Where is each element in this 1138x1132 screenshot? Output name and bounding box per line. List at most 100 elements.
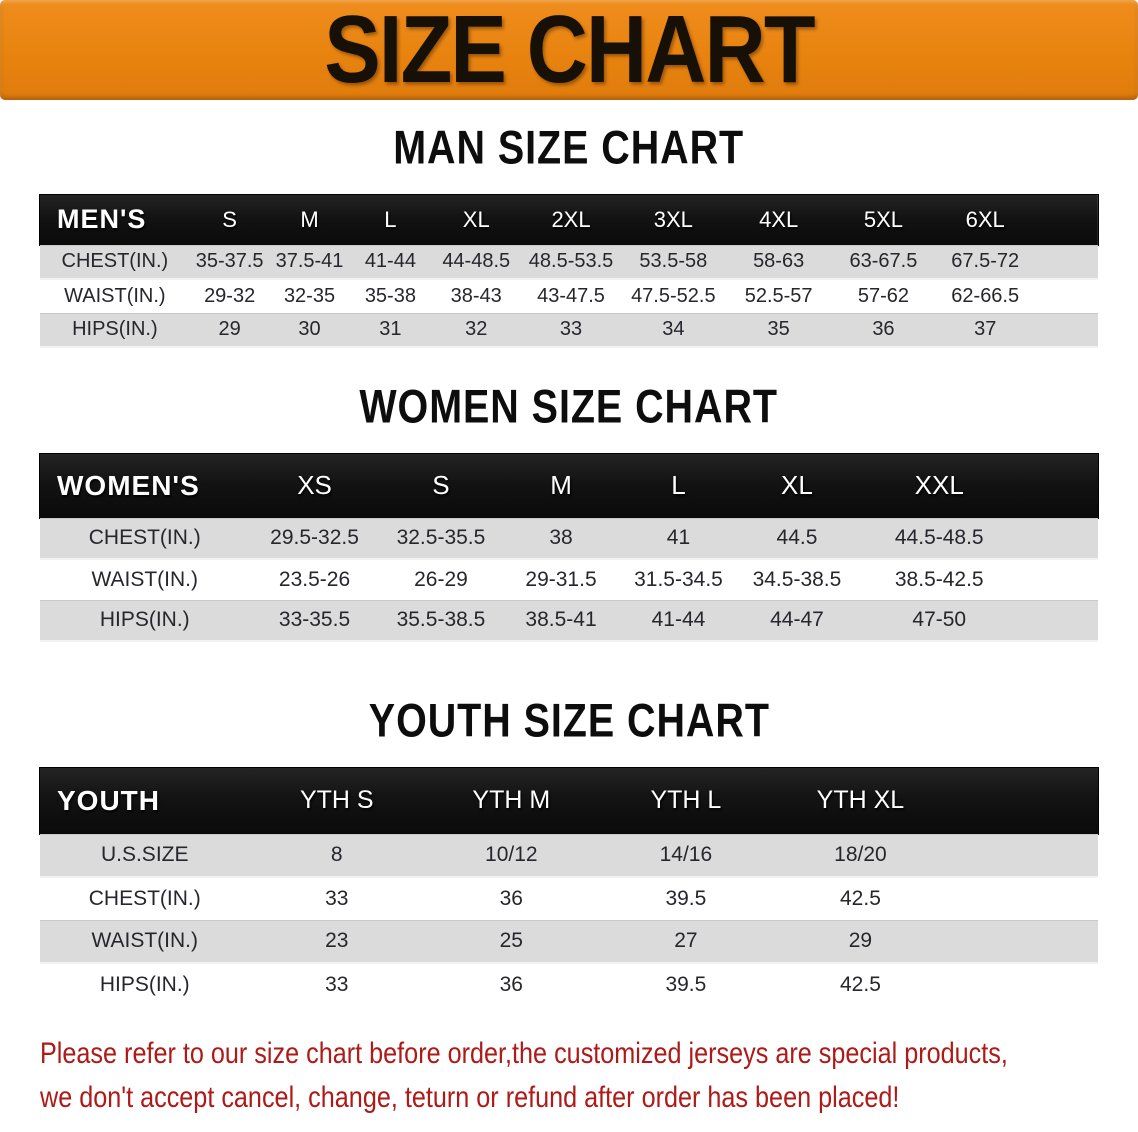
size-value-cell: 32.5-35.5 <box>379 517 503 560</box>
row-label: HIPS(IN.) <box>99 973 190 996</box>
size-value-cell: 8 <box>249 833 425 878</box>
size-value-cell: 67.5-72 <box>935 244 1036 280</box>
size-column-header: L <box>384 206 397 232</box>
size-value-cell: 23 <box>249 919 425 964</box>
size-value-cell: 33 <box>325 886 349 910</box>
measurement-row: WAIST(IN.) 29-32 32-35 35-38 38-43 43-47.5 47.… <box>40 279 1098 313</box>
women-size-section: WOMEN SIZE CHART WOMEN'S XS S M L XL XXL CHEST(… <box>0 380 1138 642</box>
row-label: HIPS(IN.) <box>40 312 190 348</box>
size-column-header: M <box>550 470 572 501</box>
spacer-cell <box>1022 454 1098 518</box>
size-value-cell: 37.5-41 <box>269 244 350 280</box>
disclaimer-line-1: Please refer to our size chart before or… <box>40 1037 1008 1070</box>
size-value-cell: 31.5-34.5 <box>634 567 723 591</box>
size-column-header: YTH M <box>472 786 551 815</box>
size-value-cell: 38-43 <box>450 284 502 307</box>
measurement-row: CHEST(IN.) 33 36 39.5 42.5 <box>40 877 1098 920</box>
size-value-cell: 52.5-57 <box>744 284 813 307</box>
youth-size-section: YOUTH SIZE CHART YOUTH YTH S YTH M YTH L YTH… <box>0 694 1138 1006</box>
row-label: CHEST(IN.) <box>40 517 250 560</box>
size-column-header: XXL <box>914 470 964 501</box>
size-value-cell: 29-32 <box>204 284 256 307</box>
men-section-title: MAN SIZE CHART <box>0 124 1138 173</box>
size-column-header: 4XL <box>759 206 799 232</box>
size-value-cell: 14/16 <box>598 833 774 878</box>
section-title-text: YOUTH SIZE CHART <box>368 694 770 747</box>
spacer-cell <box>947 833 1098 878</box>
size-value-cell: 42.5 <box>840 886 881 910</box>
size-value-cell: 44.5 <box>737 517 857 560</box>
size-value-cell: 47-50 <box>856 599 1022 642</box>
row-label: HIPS(IN.) <box>40 599 250 642</box>
size-value-cell: 35 <box>725 312 832 348</box>
banner-title: SIZE CHART <box>324 0 815 100</box>
spacer-cell <box>948 963 1098 1006</box>
size-column-header: YTH XL <box>816 786 905 815</box>
size-value-cell: 41-44 <box>619 599 738 642</box>
size-chart-banner: SIZE CHART <box>0 0 1138 100</box>
spacer-cell <box>948 877 1098 920</box>
size-value-cell: 36 <box>831 312 936 348</box>
size-column-header: 6XL <box>965 206 1005 232</box>
size-value-cell: 32 <box>431 312 522 348</box>
size-value-cell: 37 <box>935 312 1036 348</box>
men-size-table: MEN'S S M L XL 2XL 3XL 4XL 5XL 6XL CHEST(IN.) 35-37… <box>40 195 1098 348</box>
size-value-cell: 34.5-38.5 <box>752 567 842 591</box>
size-value-cell: 47.5-52.5 <box>631 284 716 307</box>
size-value-cell: 39.5 <box>665 886 707 910</box>
size-value-cell: 57-62 <box>857 284 910 307</box>
size-column-header: S <box>432 470 450 501</box>
youth-size-table: YOUTH YTH S YTH M YTH L YTH XL U.S.SIZE 8 10/12… <box>40 768 1098 1006</box>
row-label: U.S.SIZE <box>40 833 250 878</box>
size-value-cell: 18/20 <box>773 833 948 878</box>
size-value-cell: 41 <box>619 517 738 560</box>
size-value-cell: 58-63 <box>725 244 832 280</box>
row-label: CHEST(IN.) <box>40 244 190 280</box>
measurement-row: CHEST(IN.) 29.5-32.5 32.5-35.5 38 41 44.5 44.5… <box>40 517 1098 560</box>
spacer-cell <box>1021 517 1098 560</box>
size-value-cell: 23.5-26 <box>278 567 351 591</box>
men-size-section: MAN SIZE CHART MEN'S S M L XL 2XL 3XL 4XL 5XL 6XL… <box>0 124 1138 348</box>
size-value-cell: 35.5-38.5 <box>379 599 503 642</box>
size-column-header: 5XL <box>863 206 904 232</box>
size-value-cell: 38 <box>502 517 620 560</box>
measurement-row: U.S.SIZE 8 10/12 14/16 18/20 <box>40 833 1098 878</box>
row-label: WAIST(IN.) <box>64 284 166 307</box>
size-value-cell: 36 <box>499 973 523 996</box>
spacer-cell <box>1035 244 1098 280</box>
size-table-header-row: WOMEN'S XS S M L XL XXL <box>40 454 1098 518</box>
section-title-text: WOMEN SIZE CHART <box>359 380 779 433</box>
spacer-cell <box>1035 195 1098 245</box>
measurement-row: CHEST(IN.) 35-37.5 37.5-41 41-44 44-48.5 48.5… <box>40 244 1098 280</box>
youth-section-title: YOUTH SIZE CHART <box>0 694 1138 747</box>
size-column-header: XL <box>462 206 490 232</box>
size-value-cell: 25 <box>424 919 599 964</box>
spacer-cell <box>1022 559 1098 600</box>
disclaimer-line-2: we don't accept cancel, change, teturn o… <box>40 1081 900 1114</box>
size-column-header: XS <box>297 470 332 501</box>
women-size-table: WOMEN'S XS S M L XL XXL CHEST(IN.) 29.5-32.5 32.5… <box>40 454 1098 642</box>
size-value-cell: 42.5 <box>840 973 881 996</box>
size-value-cell: 29 <box>189 312 270 348</box>
size-column-header: YTH S <box>299 786 374 815</box>
disclaimer-note: Please refer to our size chart before or… <box>40 1032 1138 1120</box>
measurement-row: HIPS(IN.) 33-35.5 35.5-38.5 38.5-41 41-44 44-… <box>40 599 1098 642</box>
size-value-cell: 29-31.5 <box>525 567 597 591</box>
table-header-label: MEN'S <box>57 204 147 235</box>
row-label: WAIST(IN.) <box>40 919 250 964</box>
size-value-cell: 33 <box>325 973 349 996</box>
size-value-cell: 27 <box>598 919 774 964</box>
size-value-cell: 63-67.5 <box>831 244 936 280</box>
table-header-label: YOUTH <box>57 784 160 816</box>
size-value-cell: 35-37.5 <box>189 244 270 280</box>
size-value-cell: 31 <box>349 312 432 348</box>
spacer-cell <box>1035 312 1098 348</box>
size-value-cell: 41-44 <box>349 244 432 280</box>
row-label: WAIST(IN.) <box>91 567 198 591</box>
size-table-header-row: MEN'S S M L XL 2XL 3XL 4XL 5XL 6XL <box>40 195 1098 245</box>
size-table-header-row: YOUTH YTH S YTH M YTH L YTH XL <box>40 768 1098 834</box>
size-value-cell: 62-66.5 <box>951 284 1020 307</box>
row-label: CHEST(IN.) <box>88 886 201 910</box>
size-value-cell: 10/12 <box>424 833 599 878</box>
size-value-cell: 39.5 <box>665 973 707 996</box>
